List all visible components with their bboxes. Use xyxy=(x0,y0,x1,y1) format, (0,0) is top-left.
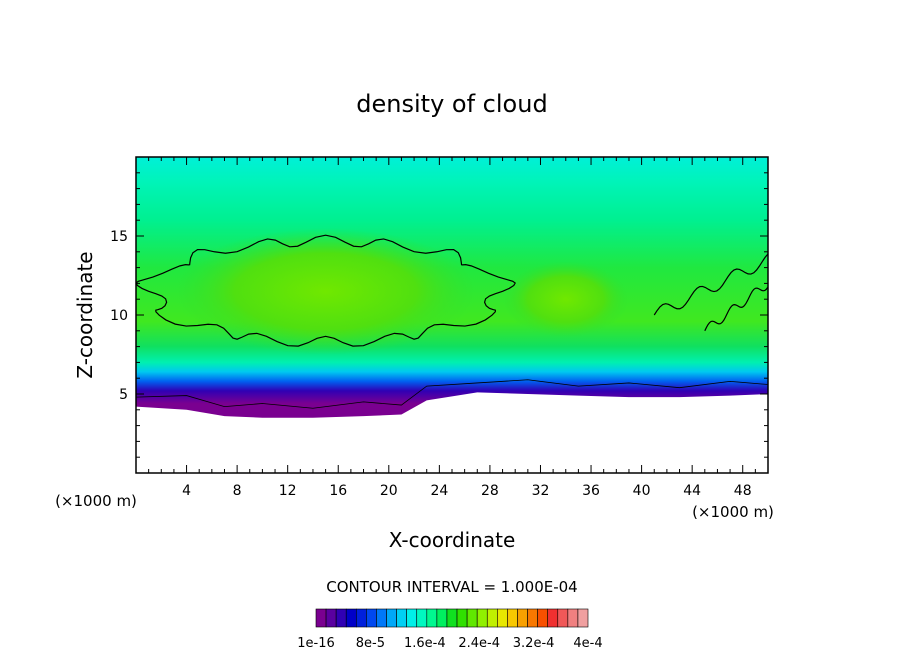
x-tick-label: 32 xyxy=(532,483,550,499)
colorbar-swatch xyxy=(517,608,528,628)
x-tick-label: 36 xyxy=(582,483,600,499)
y-axis: 5 10 15 xyxy=(110,172,768,458)
colorbar-swatch xyxy=(315,608,327,628)
colorbar-swatch xyxy=(396,608,407,628)
colorbar-swatch xyxy=(406,608,418,628)
colorbar-swatch xyxy=(426,608,438,628)
x-tick-label: 12 xyxy=(279,483,297,499)
x-tick-label: 28 xyxy=(481,483,499,499)
colorbar-label: 8e-5 xyxy=(356,636,385,651)
colorbar-swatch xyxy=(537,608,549,628)
colorbar-swatch xyxy=(376,608,387,628)
clear-air-region xyxy=(136,392,768,473)
colorbar-swatch xyxy=(335,608,347,628)
y-tick-label: 10 xyxy=(110,308,128,324)
x-tick-label: 8 xyxy=(233,483,242,499)
x-tick-label: 44 xyxy=(683,483,701,499)
colorbar-swatch xyxy=(446,608,458,628)
y-tick-label: 5 xyxy=(119,387,128,403)
colorbar-swatch xyxy=(345,608,357,628)
x-unit-left: (×1000 m) xyxy=(55,492,137,510)
colorbar-swatch xyxy=(436,608,448,628)
colorbar-label: 4e-4 xyxy=(573,636,602,651)
colorbar-swatch xyxy=(507,608,518,628)
x-tick-label: 48 xyxy=(734,483,752,499)
colorbar-swatch xyxy=(325,608,337,628)
colorbar-swatch xyxy=(456,608,468,628)
colorbar-labels: 1e-16 8e-5 1.6e-4 2.4e-4 3.2e-4 4e-4 xyxy=(297,636,602,651)
colorbar-label: 1e-16 xyxy=(297,636,335,651)
colorbar-swatch xyxy=(567,608,579,628)
colorbar-swatch xyxy=(547,608,559,628)
x-tick-label: 16 xyxy=(329,483,347,499)
plot-area xyxy=(136,157,768,473)
colorbar-label: 1.6e-4 xyxy=(404,636,446,651)
x-tick-label: 24 xyxy=(430,483,448,499)
colorbar-swatch xyxy=(416,608,428,628)
x-tick-label: 40 xyxy=(633,483,651,499)
contour-line-left xyxy=(136,234,516,347)
colorbar-swatch xyxy=(466,608,478,628)
x-axis-label: X-coordinate xyxy=(389,528,516,552)
colorbar-swatch xyxy=(386,608,397,628)
x-unit-right: (×1000 m) xyxy=(692,503,774,521)
chart-title: density of cloud xyxy=(356,90,547,118)
colorbar-swatch xyxy=(366,608,377,628)
colorbar-swatch xyxy=(557,608,569,628)
colorbar-label: 2.4e-4 xyxy=(458,636,500,651)
contour-line-base xyxy=(136,379,768,409)
y-tick-label: 15 xyxy=(110,229,128,245)
colorbar-swatch xyxy=(497,608,508,628)
contour-line-right xyxy=(653,253,768,332)
y-axis-label: Z-coordinate xyxy=(73,251,97,378)
cloud-core-right xyxy=(502,261,629,338)
colorbar-swatch xyxy=(527,608,538,628)
colorbar-swatch xyxy=(577,608,589,628)
x-tick-label: 4 xyxy=(182,483,191,499)
x-tick-label: 20 xyxy=(380,483,398,499)
contour-interval-text: CONTOUR INTERVAL = 1.000E-04 xyxy=(326,578,577,596)
colorbar-swatch xyxy=(476,608,488,628)
cloud-core-left xyxy=(173,228,478,355)
colorbar xyxy=(315,608,589,628)
colorbar-swatch xyxy=(486,608,498,628)
x-axis: 4 8 12 16 20 24 28 32 36 40 44 48 xyxy=(148,157,756,499)
colorbar-label: 3.2e-4 xyxy=(513,636,555,651)
colorbar-swatch xyxy=(355,608,367,628)
